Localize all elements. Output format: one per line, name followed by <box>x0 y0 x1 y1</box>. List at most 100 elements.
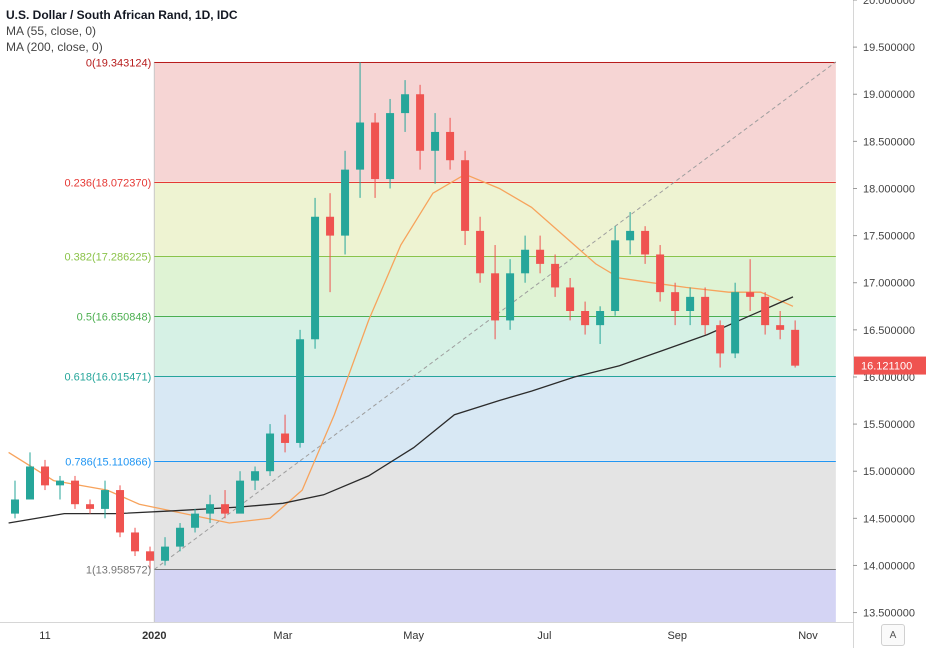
candle-15 <box>236 471 245 514</box>
price-tick-label: 18.500000 <box>863 136 915 148</box>
candle-body <box>176 527 185 547</box>
time-tick-label: 2020 <box>142 630 166 642</box>
candle-body <box>401 94 410 114</box>
candle-body <box>716 325 725 354</box>
candle-body <box>701 296 710 326</box>
candle-body <box>161 546 170 561</box>
candle-body <box>116 490 125 533</box>
candle-7 <box>116 485 125 538</box>
candle-25 <box>386 98 395 189</box>
ma200-line <box>8 296 794 524</box>
candle-body <box>101 490 110 509</box>
price-tick-label: 15.000000 <box>863 466 915 478</box>
chart-legend: U.S. Dollar / South African Rand, 1D, ID… <box>6 7 238 55</box>
candle-28 <box>431 113 440 184</box>
candle-body <box>266 433 275 472</box>
candle-52 <box>791 320 800 368</box>
ma200-legend[interactable]: MA (200, close, 0) <box>6 40 103 54</box>
candle-24 <box>371 113 380 198</box>
candle-body <box>746 292 755 297</box>
candle-body <box>536 249 545 264</box>
time-tick-label: Nov <box>798 630 818 642</box>
fib-diagonal-line <box>154 61 837 570</box>
candle-body <box>611 240 620 311</box>
candle-body <box>581 311 590 326</box>
candle-body <box>326 216 335 236</box>
candle-6 <box>101 480 110 519</box>
candle-body <box>671 292 680 311</box>
candle-body <box>341 169 350 236</box>
candle-1 <box>26 452 35 500</box>
candle-47 <box>716 320 725 368</box>
fib-zone-0.236 <box>154 181 836 256</box>
candle-50 <box>761 292 770 335</box>
candle-body <box>296 339 305 443</box>
candle-body <box>641 230 650 255</box>
candle-35 <box>536 235 545 274</box>
price-tick-label: 13.500000 <box>863 608 915 620</box>
fib-zone-1 <box>154 569 836 622</box>
fib-label-0.618: 0.618(16.015471) <box>64 372 151 384</box>
price-tick-label: 20.000000 <box>863 0 915 7</box>
price-tick-label: 19.000000 <box>863 89 915 101</box>
candle-12 <box>191 508 200 533</box>
candle-body <box>431 131 440 151</box>
last-price-label: 16.121100 <box>861 361 912 373</box>
candle-41 <box>626 212 635 255</box>
candle-body <box>596 311 605 326</box>
candle-body <box>521 249 530 274</box>
candle-17 <box>266 424 275 476</box>
candle-49 <box>746 259 755 311</box>
candle-19 <box>296 329 305 448</box>
candle-body <box>656 254 665 293</box>
candle-0 <box>11 480 20 519</box>
candle-2 <box>41 459 50 491</box>
candle-body <box>776 325 785 330</box>
candle-10 <box>161 537 170 566</box>
candle-body <box>206 504 215 514</box>
candle-body <box>251 471 260 481</box>
candle-body <box>761 296 770 326</box>
candle-8 <box>131 527 140 557</box>
candle-body <box>446 131 455 161</box>
candle-48 <box>731 282 740 359</box>
candle-29 <box>446 117 455 170</box>
candle-body <box>566 287 575 311</box>
fibonacci-level-labels: 0(19.343124) 0.236(18.072370) 0.382(17.286… <box>64 58 151 577</box>
auto-scale-button[interactable]: A <box>881 624 905 646</box>
candle-26 <box>401 80 410 132</box>
time-tick-label: 11 <box>39 630 50 642</box>
candle-39 <box>596 306 605 344</box>
candle-body <box>386 113 395 180</box>
time-tick-label: Sep <box>667 630 687 642</box>
fib-label-0.786: 0.786(15.110866) <box>65 457 151 469</box>
candle-body <box>476 230 485 274</box>
candle-18 <box>281 414 290 453</box>
candle-body <box>146 551 155 561</box>
candle-31 <box>476 216 485 283</box>
candle-body <box>236 480 245 514</box>
price-tick-label: 17.000000 <box>863 278 915 290</box>
candle-body <box>281 433 290 443</box>
candle-9 <box>146 546 155 571</box>
ma55-legend[interactable]: MA (55, close, 0) <box>6 24 97 38</box>
price-tick-label: 14.500000 <box>863 513 915 525</box>
candlestick-series <box>11 62 800 571</box>
candle-43 <box>656 245 665 302</box>
candle-27 <box>416 84 425 170</box>
candle-22 <box>341 150 350 255</box>
candle-5 <box>86 499 95 514</box>
price-tick-label: 16.000000 <box>863 372 915 384</box>
candle-16 <box>251 466 260 491</box>
candle-body <box>416 94 425 151</box>
candle-body <box>191 513 200 528</box>
candle-4 <box>71 475 80 509</box>
candle-body <box>311 216 320 340</box>
candle-3 <box>56 475 65 500</box>
candle-body <box>221 504 230 514</box>
time-tick-label: May <box>403 630 424 642</box>
candle-body <box>11 499 20 514</box>
